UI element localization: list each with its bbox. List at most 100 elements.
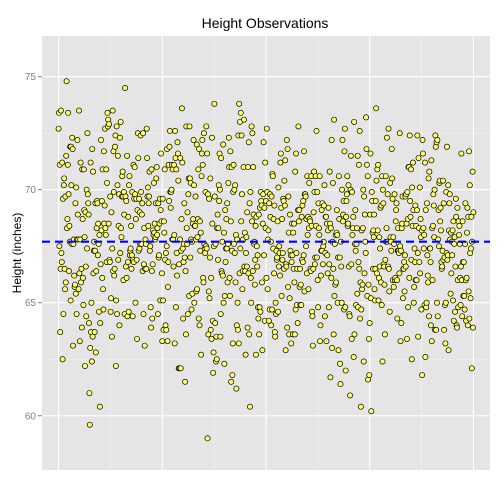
data-point xyxy=(351,354,356,359)
data-point xyxy=(104,180,109,185)
data-point xyxy=(362,271,367,276)
data-point xyxy=(109,210,114,215)
data-point xyxy=(362,212,367,217)
data-point xyxy=(154,232,159,237)
data-point xyxy=(387,289,392,294)
data-point xyxy=(434,327,439,332)
data-point xyxy=(408,167,413,172)
data-point xyxy=(414,278,419,283)
data-point xyxy=(114,311,119,316)
data-point xyxy=(179,106,184,111)
data-point xyxy=(86,212,91,217)
data-point xyxy=(358,404,363,409)
data-point xyxy=(315,278,320,283)
data-point xyxy=(167,128,172,133)
data-point xyxy=(306,287,311,292)
data-point xyxy=(223,207,228,212)
data-point xyxy=(269,194,274,199)
data-point xyxy=(141,311,146,316)
data-point xyxy=(248,275,253,280)
data-point xyxy=(450,298,455,303)
data-point xyxy=(429,158,434,163)
data-point xyxy=(348,153,353,158)
data-point xyxy=(108,194,113,199)
data-point xyxy=(261,140,266,145)
data-point xyxy=(310,343,315,348)
data-point xyxy=(362,194,367,199)
data-point xyxy=(305,232,310,237)
data-point xyxy=(243,250,248,255)
data-point xyxy=(144,266,149,271)
data-point xyxy=(411,300,416,305)
data-point xyxy=(205,151,210,156)
data-point xyxy=(296,124,301,129)
chart-title: Height Observations xyxy=(202,15,329,31)
data-point xyxy=(196,316,201,321)
data-point xyxy=(204,246,209,251)
data-point xyxy=(180,160,185,165)
data-point xyxy=(218,334,223,339)
data-point xyxy=(173,305,178,310)
data-point xyxy=(257,332,262,337)
data-point xyxy=(471,210,476,215)
data-point xyxy=(311,210,316,215)
data-point xyxy=(74,185,79,190)
data-point xyxy=(383,174,388,179)
data-point xyxy=(449,271,454,276)
data-point xyxy=(183,379,188,384)
data-point xyxy=(110,108,115,113)
data-point xyxy=(447,201,452,206)
data-point xyxy=(327,169,332,174)
data-point xyxy=(191,183,196,188)
data-point xyxy=(367,320,372,325)
data-point xyxy=(446,183,451,188)
data-point xyxy=(394,201,399,206)
data-point xyxy=(167,198,172,203)
data-point xyxy=(76,108,81,113)
data-point xyxy=(173,128,178,133)
data-point xyxy=(357,266,362,271)
data-point xyxy=(69,183,74,188)
data-point xyxy=(285,284,290,289)
data-point xyxy=(61,311,66,316)
data-point xyxy=(136,155,141,160)
data-point xyxy=(79,325,84,330)
data-point xyxy=(245,325,250,330)
data-point xyxy=(364,162,369,167)
data-point xyxy=(122,85,127,90)
data-point xyxy=(303,194,308,199)
data-point xyxy=(264,126,269,131)
data-point xyxy=(365,174,370,179)
data-point xyxy=(458,302,463,307)
data-point xyxy=(376,298,381,303)
data-point xyxy=(162,230,167,235)
data-point xyxy=(392,192,397,197)
data-point xyxy=(103,226,108,231)
data-point xyxy=(266,228,271,233)
data-point xyxy=(380,187,385,192)
data-point xyxy=(470,325,475,330)
data-point xyxy=(432,187,437,192)
data-point xyxy=(364,146,369,151)
data-point xyxy=(349,189,354,194)
data-point xyxy=(81,167,86,172)
data-point xyxy=(110,246,115,251)
data-point xyxy=(217,187,222,192)
data-point xyxy=(130,314,135,319)
data-point xyxy=(67,223,72,228)
data-point xyxy=(301,253,306,258)
data-point xyxy=(347,393,352,398)
data-point xyxy=(368,151,373,156)
data-point xyxy=(466,289,471,294)
data-point xyxy=(293,151,298,156)
data-point xyxy=(74,311,79,316)
data-point xyxy=(138,189,143,194)
data-point xyxy=(287,212,292,217)
data-point xyxy=(223,259,228,264)
data-point xyxy=(218,311,223,316)
data-point xyxy=(409,357,414,362)
data-point xyxy=(86,320,91,325)
data-point xyxy=(278,160,283,165)
data-point xyxy=(140,131,145,136)
data-point xyxy=(339,300,344,305)
